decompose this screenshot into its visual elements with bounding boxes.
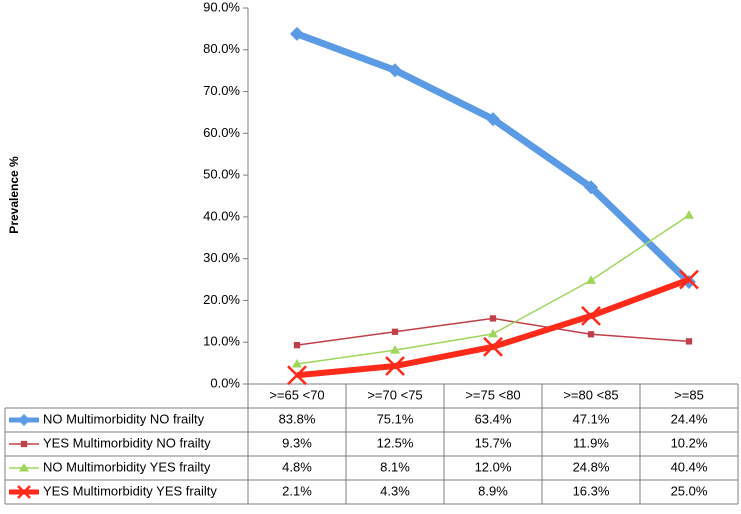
- marker: [488, 328, 498, 338]
- legend-label: NO Multimorbidity NO frailty: [43, 411, 205, 426]
- marker: [390, 345, 400, 354]
- table-value: 24.4%: [671, 411, 708, 426]
- marker: [290, 26, 304, 41]
- marker: [293, 341, 301, 349]
- marker: [18, 414, 30, 426]
- series-line: [296, 276, 691, 379]
- marker: [391, 328, 399, 335]
- table-value: 15.7%: [475, 435, 512, 450]
- table-value: 8.9%: [478, 483, 508, 498]
- marker: [679, 269, 699, 290]
- table-value: 75.1%: [377, 411, 414, 426]
- x-tick-label: >=70 <75: [367, 387, 422, 402]
- table-value: 63.4%: [475, 411, 512, 426]
- table-value: 83.8%: [279, 411, 316, 426]
- x-tick-label: >=65 <70: [269, 387, 324, 402]
- marker: [586, 275, 596, 284]
- marker: [483, 336, 503, 357]
- y-tick-label: 80.0%: [203, 41, 240, 56]
- y-tick-label: 30.0%: [203, 250, 240, 265]
- y-tick-label: 90.0%: [203, 0, 240, 14]
- y-tick-label: 10.0%: [203, 334, 240, 349]
- y-axis-label: Prevalence %: [7, 156, 21, 234]
- table-value: 4.8%: [282, 459, 312, 474]
- marker: [292, 358, 302, 368]
- y-tick-label: 0.0%: [210, 375, 240, 390]
- table-value: 9.3%: [282, 435, 312, 450]
- series-line: [295, 30, 692, 285]
- legend-label: NO Multimorbidity YES frailty: [43, 459, 211, 474]
- table-value: 12.0%: [475, 459, 512, 474]
- marker: [587, 331, 595, 338]
- y-tick-label: 70.0%: [203, 83, 240, 98]
- marker: [486, 112, 500, 127]
- marker: [19, 463, 29, 472]
- x-tick-label: >=80 <85: [563, 387, 618, 402]
- marker: [489, 315, 497, 322]
- y-tick-label: 20.0%: [203, 292, 240, 307]
- marker: [287, 365, 307, 386]
- legend-label: YES Multimorbidity YES frailty: [43, 483, 217, 498]
- table-value: 11.9%: [573, 435, 609, 450]
- marker: [388, 63, 402, 78]
- marker: [584, 180, 598, 195]
- marker: [17, 485, 31, 499]
- marker: [684, 210, 694, 219]
- legend-label: YES Multimorbidity NO frailty: [43, 435, 211, 450]
- marker: [385, 356, 405, 376]
- series-line: [296, 214, 690, 365]
- table-value: 25.0%: [671, 483, 708, 498]
- table-value: 40.4%: [671, 459, 708, 474]
- table-value: 2.1%: [282, 483, 312, 498]
- y-tick-label: 60.0%: [203, 125, 240, 140]
- marker: [685, 338, 693, 345]
- table-value: 24.8%: [573, 459, 610, 474]
- y-tick-label: 40.0%: [203, 208, 240, 223]
- table-value: 47.1%: [573, 411, 610, 426]
- table-value: 16.3%: [573, 483, 610, 498]
- table-value: 8.1%: [380, 459, 410, 474]
- x-tick-label: >=85: [674, 387, 704, 402]
- y-tick-label: 50.0%: [203, 167, 240, 182]
- table-value: 4.3%: [380, 483, 410, 498]
- marker: [581, 306, 601, 326]
- table-value: 12.5%: [377, 435, 414, 450]
- marker: [20, 440, 28, 448]
- x-tick-label: >=75 <80: [465, 387, 520, 402]
- table-value: 10.2%: [671, 435, 708, 450]
